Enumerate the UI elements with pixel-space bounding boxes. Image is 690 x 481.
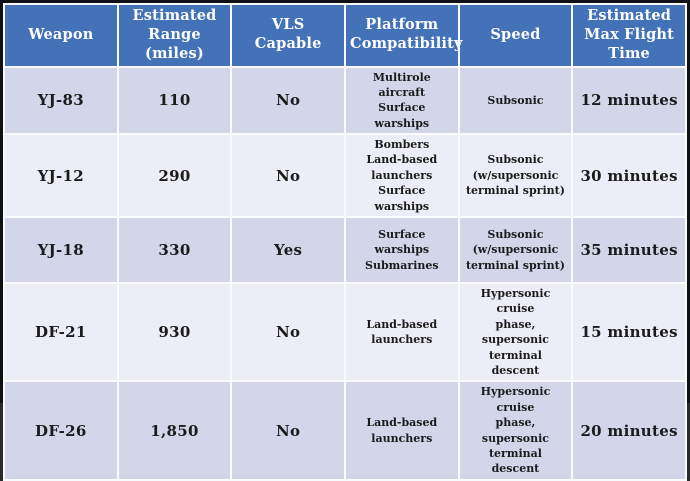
vls-cell: Yes — [232, 218, 344, 283]
column-header-weapon: Weapon — [5, 5, 117, 66]
table-row-yj-12: YJ-12 290 No Bombers Land-based launcher… — [5, 135, 685, 217]
range-cell: 110 — [118, 67, 231, 134]
range-cell: 1,850 — [118, 382, 231, 479]
vls-cell: No — [232, 382, 344, 479]
speed-cell: Subsonic — [459, 67, 572, 134]
platforms-cell: Bombers Land-based launchers Surface war… — [345, 135, 458, 217]
flight-time-cell: 20 minutes — [573, 382, 685, 479]
speed-cell: Subsonic (w/supersonic terminal sprint) — [459, 135, 572, 217]
flight-time-cell: 12 minutes — [573, 67, 685, 134]
vls-cell: No — [232, 67, 344, 134]
weapons-table: Weapon Estimated Range (miles) VLS Capab… — [3, 3, 687, 481]
vls-cell: No — [232, 284, 344, 381]
speed-cell: Hypersonic cruise phase, supersonic term… — [459, 382, 572, 479]
table-row-df-21: DF-21 930 No Land-based launchers Hypers… — [5, 284, 685, 381]
speed-cell: Subsonic (w/supersonic terminal sprint) — [459, 218, 572, 283]
column-header-speed: Speed — [459, 5, 572, 66]
range-cell: 930 — [118, 284, 231, 381]
header-row: Weapon Estimated Range (miles) VLS Capab… — [5, 5, 685, 66]
vls-cell: No — [232, 135, 344, 217]
column-header-platform-compatibility: Platform Compatibility — [345, 5, 462, 66]
platforms-cell: Land-based launchers — [345, 284, 458, 381]
table-row-yj-83: YJ-83 110 No Multirole aircraft Surface … — [5, 67, 685, 134]
column-header-estimated-range: Estimated Range (miles) — [118, 5, 231, 66]
platforms-cell: Land-based launchers — [345, 382, 458, 479]
weapon-cell: DF-26 — [5, 382, 117, 479]
column-header-max-flight-time: Estimated Max Flight Time — [573, 5, 685, 66]
range-cell: 330 — [118, 218, 231, 283]
flight-time-cell: 35 minutes — [573, 218, 685, 283]
table-row-df-26: DF-26 1,850 No Land-based launchers Hype… — [5, 382, 685, 479]
table-row-yj-18: YJ-18 330 Yes Surface warships Submarine… — [5, 218, 685, 283]
weapon-cell: DF-21 — [5, 284, 117, 381]
speed-cell: Hypersonic cruise phase, supersonic term… — [459, 284, 572, 381]
weapon-cell: YJ-18 — [5, 218, 117, 283]
platforms-cell: Surface warships Submarines — [345, 218, 458, 283]
column-header-vls-capable: VLS Capable — [232, 5, 344, 66]
flight-time-cell: 15 minutes — [573, 284, 685, 381]
weapon-cell: YJ-12 — [5, 135, 117, 217]
range-cell: 290 — [118, 135, 231, 217]
weapon-cell: YJ-83 — [5, 67, 117, 134]
flight-time-cell: 30 minutes — [573, 135, 685, 217]
platforms-cell: Multirole aircraft Surface warships — [345, 67, 458, 134]
